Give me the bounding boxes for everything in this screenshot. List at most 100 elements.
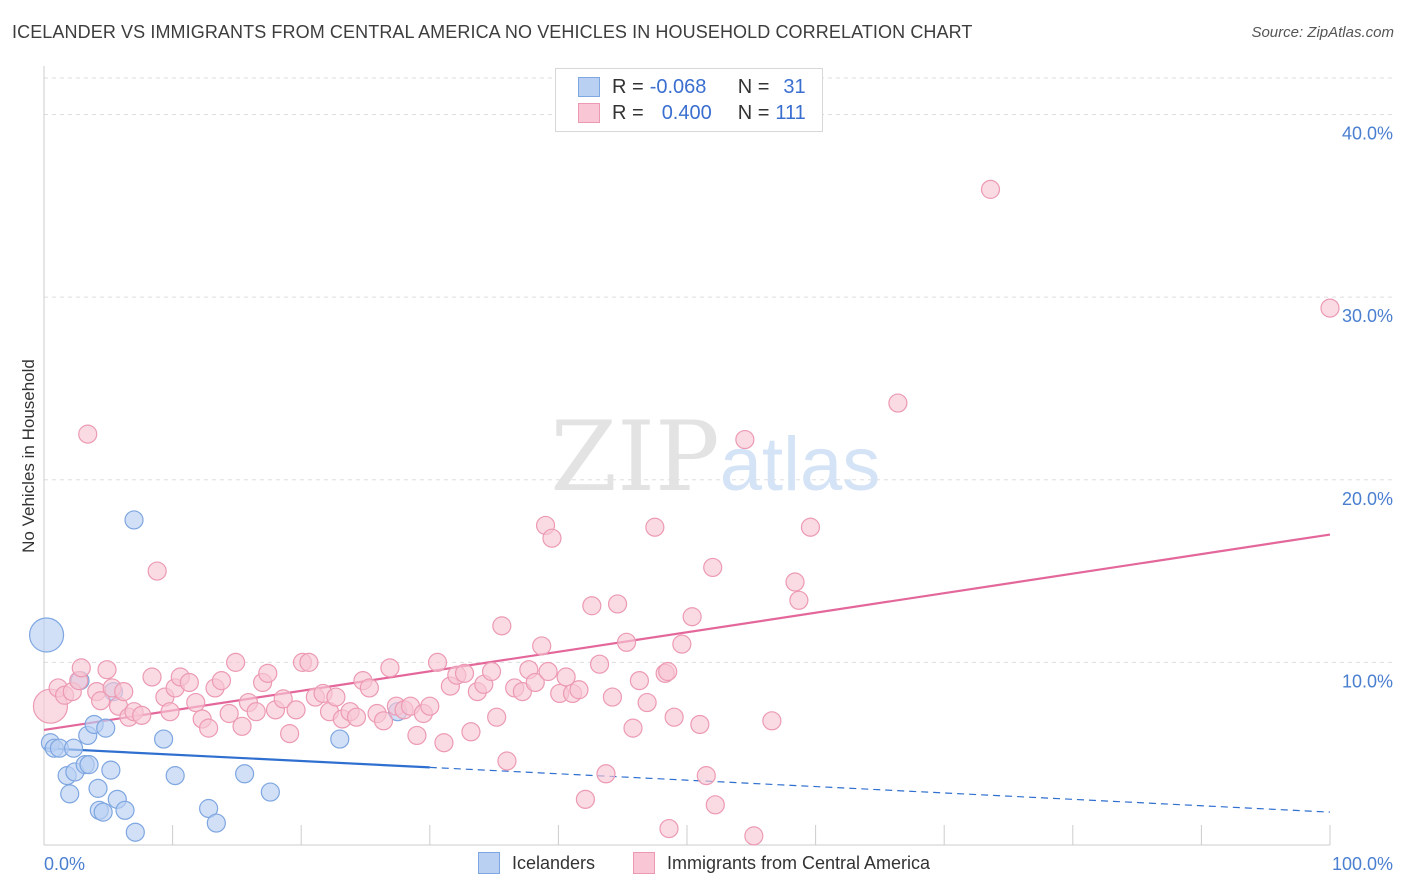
immigrant-point [219, 703, 239, 724]
legend-item-icelanders: Icelanders [478, 852, 595, 874]
immigrant-point [607, 594, 628, 614]
watermark: ZIP atlas [550, 401, 880, 513]
immigrant-point [658, 661, 678, 682]
icelander-point [79, 755, 99, 775]
r-label: R = [612, 75, 644, 98]
immigrant-point [690, 714, 710, 735]
immigrant-point [407, 725, 427, 746]
icelander-point [88, 778, 108, 798]
icelander-point [124, 510, 144, 530]
immigrant-point [147, 561, 167, 581]
y-tick-label: 30.0% [1342, 306, 1393, 326]
immigrant-point [273, 689, 293, 709]
immigrant-point [596, 764, 616, 784]
x-tick-label: 100.0% [1332, 854, 1393, 874]
immigrant-point [629, 671, 650, 691]
series-legend: Icelanders Immigrants from Central Ameri… [0, 852, 1406, 878]
icelander-point [235, 764, 255, 784]
icelander-point [260, 782, 280, 802]
immigrant-point [497, 751, 517, 771]
immigrant-trend-line [43, 533, 1331, 732]
immigrant-point [380, 658, 400, 678]
immigrant-point [602, 687, 623, 707]
immigrant-point [142, 667, 162, 687]
stats-row-icelanders: R = -0.068 N = 31 [578, 75, 806, 99]
immigrant-point [582, 596, 602, 616]
icelander-point [115, 800, 135, 820]
icelander-point [60, 784, 80, 804]
immigrant-point [420, 696, 440, 716]
immigrant-point [637, 692, 657, 713]
immigrant-point [286, 700, 306, 720]
icelander-point [153, 729, 174, 749]
immigrant-point [525, 672, 545, 693]
immigrant-point [492, 616, 512, 636]
immigrant-point [785, 572, 805, 592]
stats-legend: R = -0.068 N = 31 R = 0.400 N = 111 [555, 68, 823, 132]
data-points [28, 179, 1340, 846]
legend-swatch-immigrants [633, 852, 655, 874]
immigrant-point [280, 724, 300, 744]
y-tick-label: 20.0% [1342, 489, 1393, 509]
immigrant-point [90, 691, 111, 711]
icelander-point [28, 617, 65, 653]
r-label: R = [612, 101, 644, 124]
swatch-icelanders [578, 77, 600, 97]
trend-lines [43, 533, 1331, 813]
n-value: 31 [783, 75, 806, 98]
immigrant-point [211, 671, 232, 691]
immigrant-point [556, 667, 576, 687]
icelander-point [125, 822, 145, 842]
y-axis-label: No Vehicles in Household [19, 359, 38, 553]
immigrant-point [299, 652, 319, 672]
immigrant-point [705, 795, 725, 815]
immigrant-point [434, 733, 454, 753]
immigrant-point [199, 718, 219, 738]
icelander-point [63, 738, 84, 758]
r-value: 0.400 [661, 101, 712, 124]
immigrant-point [645, 517, 665, 537]
immigrant-point [78, 424, 98, 444]
watermark-zip: ZIP [550, 401, 719, 513]
immigrant-point [346, 707, 367, 727]
n-label: N = [737, 75, 770, 98]
source-label: Source: ZipAtlas.com [1251, 24, 1394, 41]
legend-swatch-icelanders [478, 852, 500, 874]
immigrant-point [538, 661, 558, 682]
grid-lines [44, 77, 1394, 663]
legend-label-icelanders: Icelanders [512, 852, 596, 873]
r-value: -0.068 [649, 75, 707, 98]
immigrant-point [97, 660, 117, 680]
immigrant-point [659, 818, 679, 839]
n-label: N = [737, 101, 770, 124]
immigrant-point [575, 789, 596, 809]
immigrant-point [132, 705, 152, 725]
immigrant-point [744, 826, 764, 846]
immigrant-point [789, 590, 809, 610]
immigrant-point [682, 607, 702, 627]
immigrant-point [481, 661, 502, 682]
immigrant-point [186, 692, 206, 713]
immigrant-point [160, 702, 180, 722]
immigrant-point [1320, 298, 1340, 318]
immigrant-point [589, 654, 610, 674]
tick-labels: 10.0% 20.0% 30.0% 40.0% 0.0% 100.0% [44, 124, 1393, 874]
icelander-point [165, 766, 185, 786]
immigrant-point [461, 722, 481, 742]
immigrant-point [373, 711, 394, 731]
immigrant-point [980, 179, 1001, 199]
immigrant-point [359, 678, 379, 698]
y-tick-label: 40.0% [1342, 124, 1393, 144]
icelander-point [96, 718, 116, 738]
x-tick-label: 0.0% [44, 854, 85, 874]
icelander-point [93, 802, 113, 822]
immigrant-point [71, 658, 91, 678]
swatch-immigrants [578, 103, 600, 123]
immigrant-point [114, 681, 134, 702]
immigrant-point [569, 680, 589, 700]
immigrant-point [226, 652, 246, 672]
immigrant-point [258, 663, 278, 683]
immigrant-point [179, 672, 199, 693]
stats-row-immigrants: R = 0.400 N = 111 [578, 101, 806, 125]
